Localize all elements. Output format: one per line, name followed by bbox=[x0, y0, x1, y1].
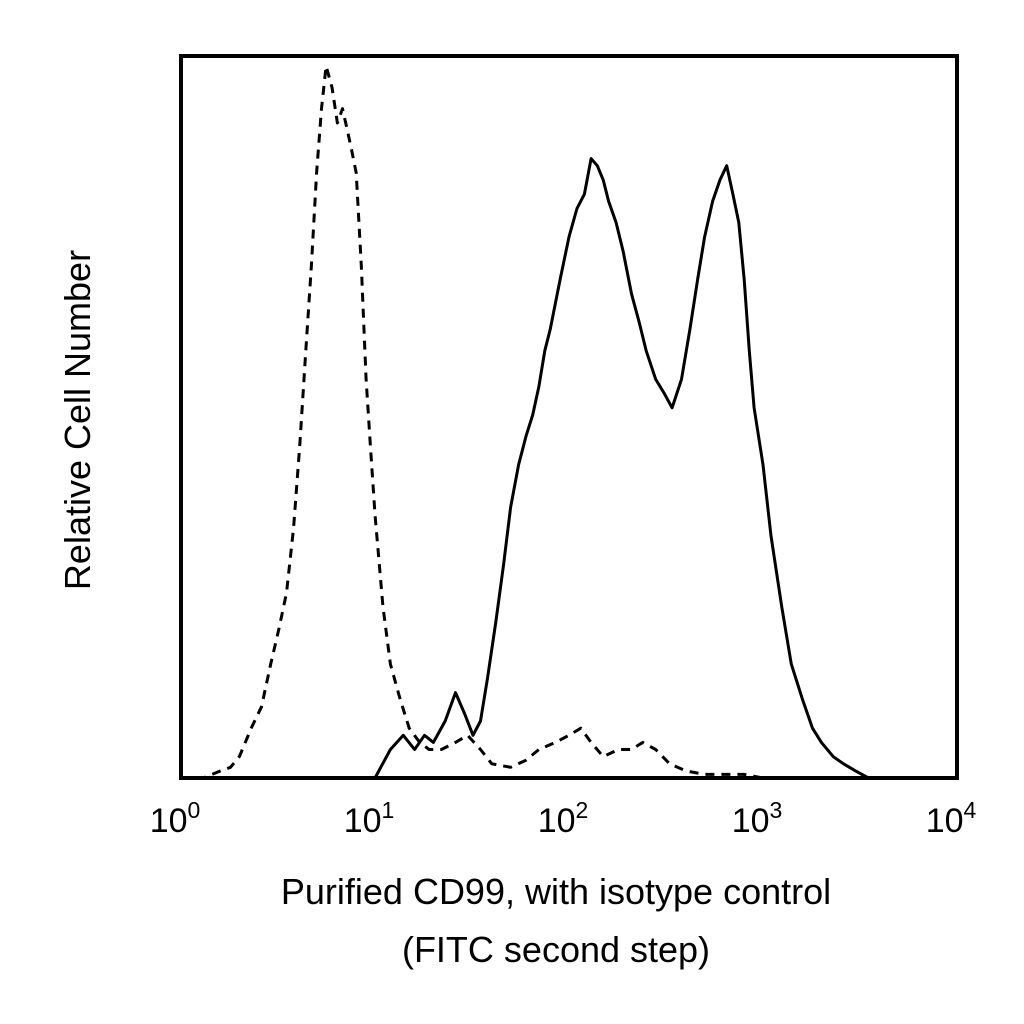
x-tick-label-4: 104 bbox=[926, 797, 977, 840]
x-tick-base: 10 bbox=[150, 802, 188, 840]
x-axis-label-line-1: Purified CD99, with isotype control bbox=[281, 871, 831, 912]
cd99-histogram bbox=[181, 157, 957, 780]
x-tick-labels: 100 101 102 103 104 bbox=[150, 797, 977, 840]
x-tick-exponent: 2 bbox=[576, 797, 589, 823]
plot-frame bbox=[179, 54, 959, 780]
x-tick-base: 10 bbox=[926, 802, 964, 840]
x-tick-base: 10 bbox=[732, 802, 770, 840]
x-tick-exponent: 0 bbox=[188, 797, 201, 823]
x-tick-label-0: 100 bbox=[150, 797, 201, 840]
x-axis-label-line-2: (FITC second step) bbox=[402, 929, 710, 970]
series-layer bbox=[181, 64, 957, 780]
x-tick-label-3: 103 bbox=[732, 797, 783, 840]
x-tick-base: 10 bbox=[344, 802, 382, 840]
x-tick-label-2: 102 bbox=[538, 797, 589, 840]
isotype-control-histogram bbox=[181, 64, 957, 780]
x-tick-base: 10 bbox=[538, 802, 576, 840]
x-tick-exponent: 1 bbox=[382, 797, 395, 823]
y-axis-label: Relative Cell Number bbox=[57, 250, 98, 590]
x-tick-exponent: 4 bbox=[964, 797, 977, 823]
x-tick-label-1: 101 bbox=[344, 797, 395, 840]
x-tick-exponent: 3 bbox=[770, 797, 783, 823]
